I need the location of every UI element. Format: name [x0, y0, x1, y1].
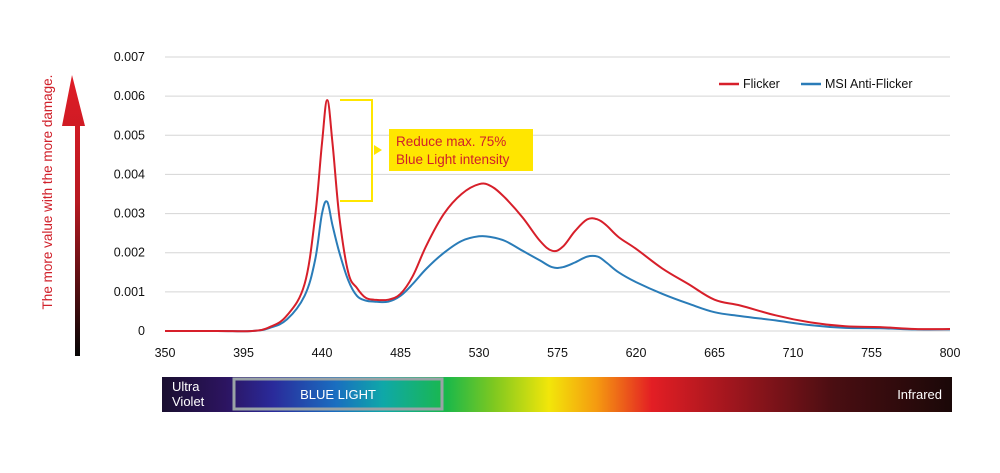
damage-arrow — [62, 75, 85, 356]
grid — [165, 56, 950, 332]
y-tick-label: 0.006 — [114, 89, 145, 103]
legend: Flicker MSI Anti-Flicker — [719, 77, 913, 91]
y-tick-label: 0.005 — [114, 128, 145, 142]
x-tick-label: 665 — [704, 346, 725, 360]
x-tick-label: 485 — [390, 346, 411, 360]
x-tick-label: 575 — [547, 346, 568, 360]
annotation-arrow-icon — [374, 145, 382, 155]
x-tick-label: 350 — [155, 346, 176, 360]
x-tick-label: 395 — [233, 346, 254, 360]
spectrum-bar: Ultra Violet BLUE LIGHT Infrared — [162, 377, 952, 412]
reduction-annotation: Reduce max. 75% Blue Light intensity — [340, 99, 533, 202]
annotation-bracket — [340, 99, 373, 202]
y-tick-label: 0 — [138, 324, 145, 338]
blue-light-label: BLUE LIGHT — [300, 387, 376, 402]
infrared-label: Infrared — [897, 387, 942, 402]
y-tick-label: 0.002 — [114, 246, 145, 260]
x-tick-label: 755 — [861, 346, 882, 360]
annotation-line-1: Reduce max. 75% — [396, 134, 506, 149]
spectrum-gradient — [162, 377, 952, 412]
y-tick-label: 0.003 — [114, 207, 145, 221]
y-tick-label: 0.007 — [114, 50, 145, 64]
y-tick-labels: 0 0.001 0.002 0.003 0.004 0.005 0.006 0.007 — [114, 50, 145, 338]
annotation-line-2: Blue Light intensity — [396, 152, 510, 167]
legend-label-flicker: Flicker — [743, 77, 780, 91]
y-axis-label: The more value with the more damage. — [40, 75, 55, 310]
x-tick-label: 710 — [783, 346, 804, 360]
ultra-violet-label-1: Ultra — [172, 379, 200, 394]
series-lines — [165, 99, 951, 333]
annotation-box — [389, 129, 533, 171]
x-tick-label: 620 — [626, 346, 647, 360]
series-line-flicker — [165, 99, 951, 333]
ultra-violet-label-2: Violet — [172, 394, 205, 409]
y-tick-label: 0.004 — [114, 167, 145, 181]
x-tick-label: 440 — [312, 346, 333, 360]
x-tick-labels: 350 395 440 485 530 575 620 665 710 755 800 — [155, 346, 961, 360]
blue-light-region — [232, 377, 444, 411]
legend-label-msi: MSI Anti-Flicker — [825, 77, 913, 91]
x-tick-label: 800 — [940, 346, 961, 360]
x-tick-label: 530 — [469, 346, 490, 360]
y-tick-label: 0.001 — [114, 285, 145, 299]
series-line-msi-anti-flicker — [165, 200, 951, 333]
